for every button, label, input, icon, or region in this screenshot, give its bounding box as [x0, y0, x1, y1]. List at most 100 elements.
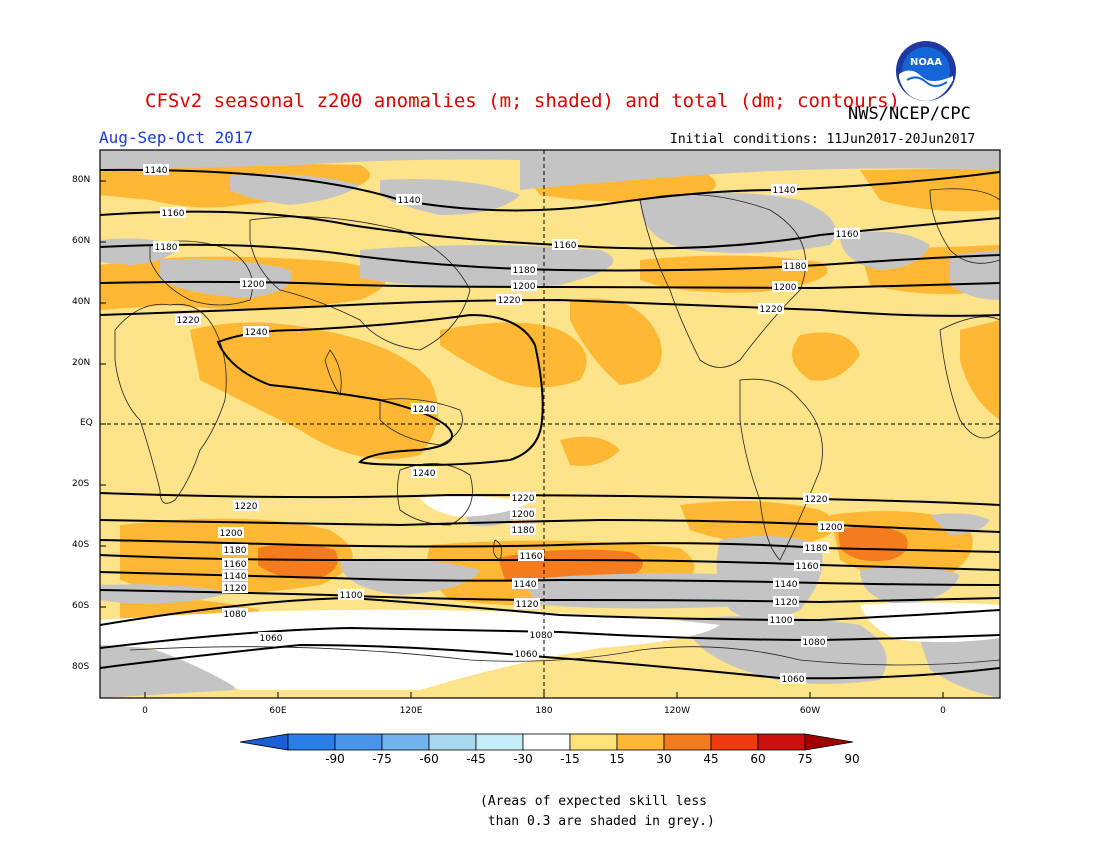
contour-label-1140: 1140: [396, 194, 422, 206]
colorbar-tick-label: 30: [656, 752, 672, 766]
contour-label-1160: 1160: [834, 228, 860, 240]
contour-label-1120: 1120: [222, 582, 248, 594]
initial-conditions: Initial conditions: 11Jun2017-20Jun2017: [670, 132, 976, 147]
svg-text:1160: 1160: [836, 230, 859, 240]
svg-text:1160: 1160: [796, 562, 819, 572]
svg-text:1200: 1200: [220, 529, 243, 539]
contour-label-1120: 1120: [514, 598, 540, 610]
svg-text:1120: 1120: [775, 598, 798, 608]
contour-label-1220: 1220: [510, 492, 536, 504]
svg-text:1180: 1180: [513, 266, 536, 276]
contour-label-1160: 1160: [160, 207, 186, 219]
contour-label-1060: 1060: [780, 673, 806, 685]
colorbar-tick-label: -30: [513, 752, 533, 766]
svg-text:1180: 1180: [805, 544, 828, 554]
lon-label-60e: 60E: [269, 706, 287, 716]
svg-text:1220: 1220: [177, 316, 200, 326]
contour-label-1200: 1200: [510, 508, 536, 520]
svg-text:1160: 1160: [520, 552, 543, 562]
chart-title: CFSv2 seasonal z200 anomalies (m; shaded…: [145, 90, 900, 112]
svg-text:1180: 1180: [155, 243, 178, 253]
lon-label-60w: 60W: [799, 706, 821, 716]
svg-text:1100: 1100: [770, 616, 793, 626]
lat-label-40n: 40N: [72, 297, 91, 307]
lat-label-40s: 40S: [72, 540, 90, 550]
contour-label-1100: 1100: [768, 614, 794, 626]
contour-label-1160: 1160: [552, 239, 578, 251]
colorbar-tick-label: 75: [797, 752, 813, 766]
colorbar-right-arrow: [804, 733, 854, 751]
colorbar-tick-label: 15: [609, 752, 625, 766]
svg-text:1200: 1200: [774, 283, 797, 293]
svg-text:1080: 1080: [530, 631, 553, 641]
svg-text:1100: 1100: [340, 591, 363, 601]
forecast-period: Aug-Sep-Oct 2017: [99, 128, 254, 147]
contour-label-1240: 1240: [411, 403, 437, 415]
lat-label-60n: 60N: [72, 236, 91, 246]
contour-label-1160: 1160: [222, 558, 248, 570]
contour-label-1220: 1220: [233, 500, 259, 512]
colorbar-left-arrow: [239, 733, 289, 751]
contour-label-1180: 1180: [153, 241, 179, 253]
svg-text:1060: 1060: [515, 650, 538, 660]
contour-label-1120: 1120: [773, 596, 799, 608]
svg-text:1220: 1220: [498, 296, 521, 306]
colorbar-segment: [428, 733, 477, 751]
axis-ticks: [100, 180, 944, 698]
svg-text:1180: 1180: [784, 262, 807, 272]
svg-text:1060: 1060: [782, 675, 805, 685]
contour-label-1200: 1200: [240, 278, 266, 290]
colorbar-tick-label: -45: [466, 752, 486, 766]
contour-label-1220: 1220: [496, 294, 522, 306]
contour-label-1180: 1180: [222, 544, 248, 556]
colorbar-tick-label: 45: [703, 752, 719, 766]
skill-note: (Areas of expected skill less than 0.3 a…: [480, 794, 715, 829]
svg-text:1140: 1140: [224, 572, 247, 582]
svg-text:1180: 1180: [512, 526, 535, 536]
contour-label-1240: 1240: [243, 326, 269, 338]
svg-text:1200: 1200: [820, 523, 843, 533]
svg-text:1200: 1200: [513, 282, 536, 292]
svg-text:1180: 1180: [224, 546, 247, 556]
colorbar-segment: [334, 733, 383, 751]
lat-label-80n: 80N: [72, 175, 91, 185]
svg-text:1140: 1140: [773, 186, 796, 196]
contour-label-1140: 1140: [773, 578, 799, 590]
lat-label-20n: 20N: [72, 358, 91, 368]
svg-text:1240: 1240: [245, 328, 268, 338]
anomaly-map: 1140 1140 1140 1160 1160 1160 1180 1180 …: [99, 149, 1001, 699]
svg-text:1160: 1160: [554, 241, 577, 251]
contour-label-1180: 1180: [511, 264, 537, 276]
colorbar-segment: [522, 733, 571, 751]
svg-text:1080: 1080: [224, 610, 247, 620]
svg-text:1220: 1220: [512, 494, 535, 504]
colorbar-segment: [710, 733, 759, 751]
svg-text:1220: 1220: [235, 502, 258, 512]
colorbar-tick-label: -90: [325, 752, 345, 766]
contour-labels: 1140 1140 1140 1160 1160 1160 1180 1180 …: [143, 164, 860, 685]
svg-text:1060: 1060: [260, 634, 283, 644]
svg-text:1220: 1220: [805, 495, 828, 505]
contour-label-1180: 1180: [803, 542, 829, 554]
svg-text:1140: 1140: [775, 580, 798, 590]
colorbar: [239, 733, 854, 751]
colorbar-tick-label: 60: [750, 752, 766, 766]
svg-text:1160: 1160: [162, 209, 185, 219]
logo-text: NOAA: [910, 57, 942, 68]
colorbar-tick-label: 90: [844, 752, 860, 766]
contour-label-1200: 1200: [218, 527, 244, 539]
colorbar-segment: [616, 733, 665, 751]
colorbar-tick-label: -15: [560, 752, 580, 766]
svg-text:1200: 1200: [242, 280, 265, 290]
contour-label-1060: 1060: [258, 632, 284, 644]
contour-label-1180: 1180: [782, 260, 808, 272]
colorbar-segment: [663, 733, 712, 751]
contour-label-1220: 1220: [175, 314, 201, 326]
colorbar-segment: [287, 733, 336, 751]
colorbar-tick-label: -60: [419, 752, 439, 766]
lat-label-60s: 60S: [72, 601, 90, 611]
contour-label-1100: 1100: [338, 589, 364, 601]
noaa-logo: NOAA: [896, 41, 956, 101]
svg-text:1140: 1140: [398, 196, 421, 206]
lon-label-120e: 120E: [399, 706, 423, 716]
